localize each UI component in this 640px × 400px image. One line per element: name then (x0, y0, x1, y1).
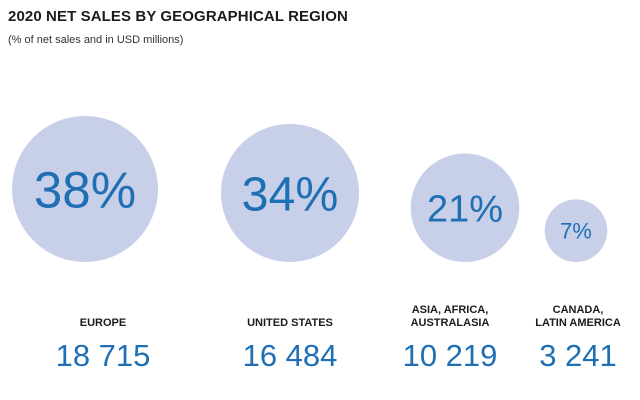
chart-title: 2020 NET SALES BY GEOGRAPHICAL REGION (8, 8, 348, 25)
region-sales-value-1: 18 715 (55, 338, 151, 373)
bubble-percent-label-2: 34% (242, 167, 339, 221)
region-name-line: ASIA, AFRICA, (411, 304, 489, 316)
region-name-2: UNITED STATES (210, 317, 370, 330)
bubble-1 (12, 116, 158, 262)
region-name-1: EUROPE (23, 317, 183, 330)
bubble-2 (220, 123, 360, 262)
bubble-3 (410, 153, 520, 262)
region-name-line: UNITED STATES (247, 317, 333, 329)
region-name-line: AUSTRALASIA (410, 317, 490, 329)
chart-subtitle: (% of net sales and in USD millions) (8, 34, 184, 46)
region-name-line: CANADA, (552, 304, 604, 316)
bubble-percent-label-4: 7% (560, 219, 592, 244)
region-name-line: EUROPE (79, 317, 127, 329)
region-name-line: LATIN AMERICA (535, 317, 621, 329)
region-sales-value-3: 10 219 (402, 338, 498, 373)
region-name-3: ASIA, AFRICA, AUSTRALASIA (370, 304, 530, 330)
bubble-4 (544, 199, 608, 262)
region-sales-value-2: 16 484 (242, 338, 338, 373)
bubble-percent-label-3: 21% (427, 188, 503, 230)
region-name-4: CANADA, LATIN AMERICA (498, 304, 640, 330)
bubble-percent-label-1: 38% (34, 161, 136, 218)
region-sales-value-4: 3 241 (539, 338, 617, 373)
